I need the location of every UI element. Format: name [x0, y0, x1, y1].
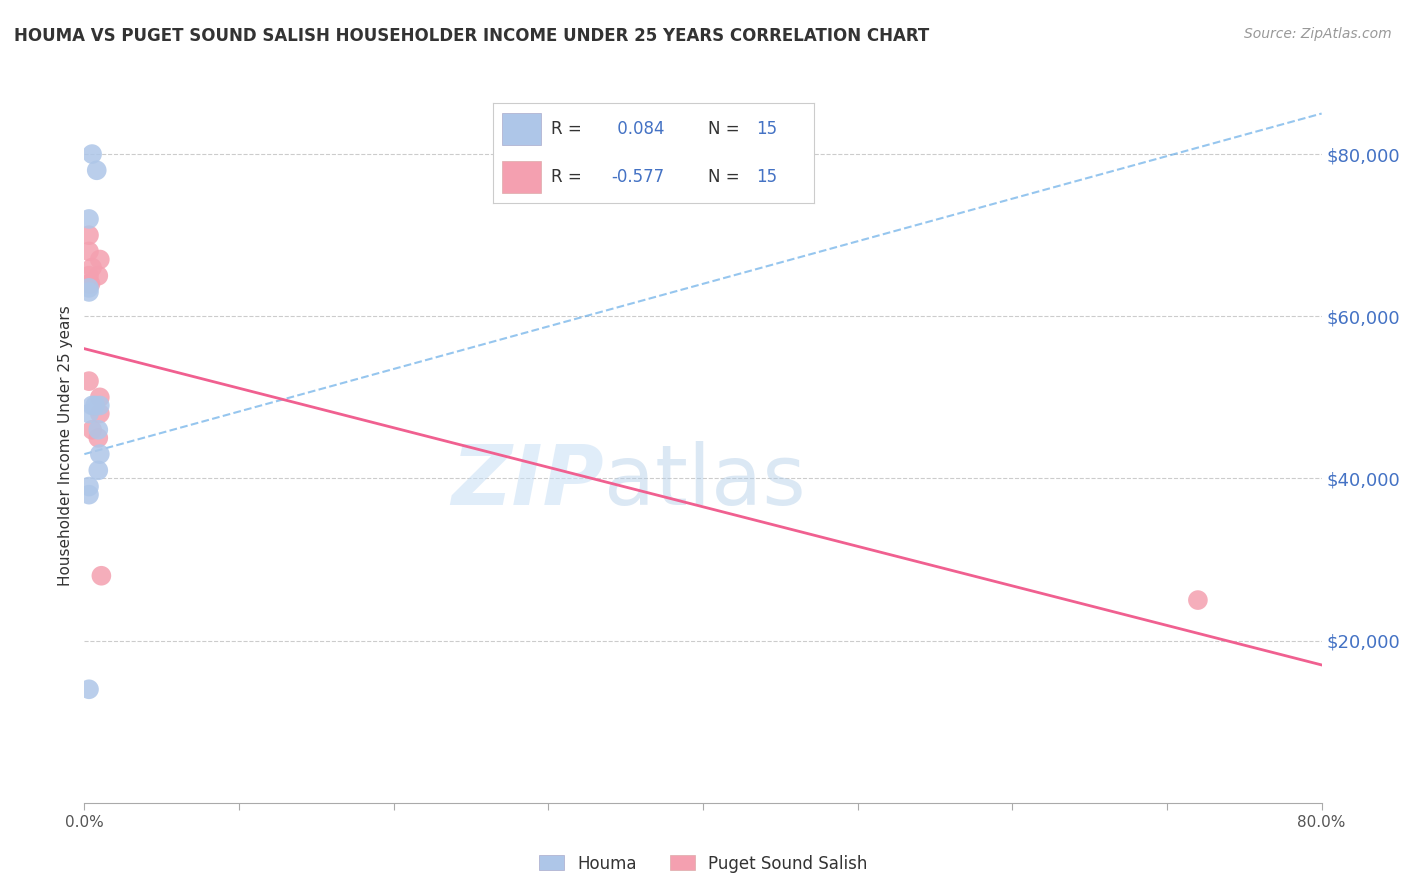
Point [84, 399, 107, 413]
Point [82, 399, 104, 413]
Text: Source: ZipAtlas.com: Source: ZipAtlas.com [1244, 27, 1392, 41]
Text: ZIP: ZIP [451, 442, 605, 522]
Point [89, 252, 111, 267]
Point [89, 407, 111, 421]
Point [87, 463, 110, 477]
Point [77, 374, 100, 388]
Point [77, 407, 100, 421]
Point [1187, 593, 1209, 607]
Point [89, 399, 111, 413]
Point [79, 277, 101, 291]
Point [89, 447, 111, 461]
Text: atlas: atlas [605, 442, 806, 522]
Point [90, 568, 112, 582]
Point [77, 228, 100, 243]
Point [82, 147, 104, 161]
Point [87, 431, 110, 445]
Point [82, 260, 104, 275]
Point [87, 423, 110, 437]
Point [77, 281, 100, 295]
Point [77, 268, 100, 283]
Point [77, 277, 100, 291]
Point [77, 682, 100, 697]
Point [77, 244, 100, 259]
Y-axis label: Householder Income Under 25 years: Householder Income Under 25 years [58, 306, 73, 586]
Text: HOUMA VS PUGET SOUND SALISH HOUSEHOLDER INCOME UNDER 25 YEARS CORRELATION CHART: HOUMA VS PUGET SOUND SALISH HOUSEHOLDER … [14, 27, 929, 45]
Point [77, 488, 100, 502]
Point [77, 211, 100, 226]
Point [82, 423, 104, 437]
Point [89, 390, 111, 404]
Point [86, 163, 108, 178]
Legend: Houma, Puget Sound Salish: Houma, Puget Sound Salish [531, 848, 875, 880]
Point [87, 268, 110, 283]
Point [77, 479, 100, 493]
Point [77, 285, 100, 299]
